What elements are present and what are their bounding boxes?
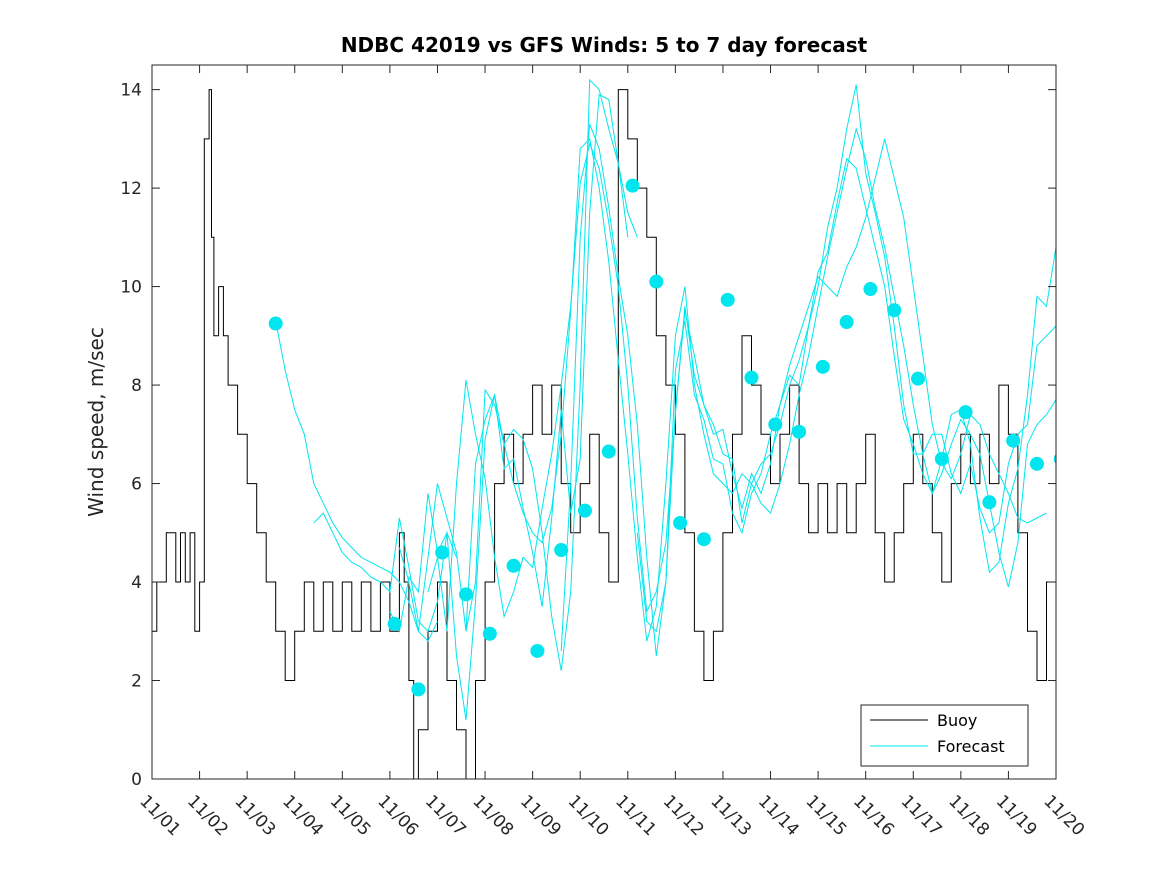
forecast-marker bbox=[696, 532, 711, 547]
plot-frame bbox=[151, 64, 1057, 780]
forecast-markers bbox=[268, 178, 1092, 697]
forecast-marker bbox=[744, 370, 759, 385]
forecast-line bbox=[313, 512, 457, 633]
x-tick-label: 11/11 bbox=[611, 791, 660, 840]
forecast-marker bbox=[482, 626, 497, 641]
buoy-line bbox=[152, 89, 1056, 779]
forecast-marker bbox=[792, 424, 807, 439]
forecast-marker bbox=[435, 545, 450, 560]
x-tick-label: 11/12 bbox=[659, 791, 708, 840]
x-tick-label: 11/19 bbox=[992, 791, 1041, 840]
forecast-marker bbox=[387, 616, 402, 631]
chart-title: NDBC 42019 vs GFS Winds: 5 to 7 day fore… bbox=[341, 33, 868, 57]
x-tick-label: 11/13 bbox=[706, 791, 755, 840]
forecast-marker bbox=[1029, 456, 1044, 471]
forecast-marker bbox=[839, 315, 854, 330]
forecast-marker bbox=[268, 316, 283, 331]
forecast-marker bbox=[1006, 433, 1021, 448]
forecast-line bbox=[398, 78, 638, 671]
x-tick-label: 11/20 bbox=[1039, 791, 1088, 840]
y-tick-label: 4 bbox=[131, 573, 142, 593]
x-tick-label: 11/16 bbox=[849, 791, 898, 840]
forecast-marker bbox=[411, 682, 426, 697]
forecast-line bbox=[465, 127, 1056, 642]
plot-area bbox=[152, 65, 1056, 779]
x-tick-label: 11/06 bbox=[373, 791, 422, 840]
y-tick-label: 0 bbox=[131, 770, 142, 790]
x-tick-label: 11/10 bbox=[564, 791, 613, 840]
y-axis-label: Wind speed, m/sec bbox=[84, 327, 108, 517]
forecast-marker bbox=[1053, 453, 1056, 465]
forecast-marker bbox=[768, 417, 783, 432]
forecast-series bbox=[275, 78, 1056, 720]
y-tick-label: 6 bbox=[131, 475, 142, 495]
x-tick-label: 11/04 bbox=[278, 791, 327, 840]
x-tick-label: 11/01 bbox=[135, 791, 184, 840]
forecast-marker bbox=[863, 282, 878, 297]
forecast-line bbox=[636, 138, 1047, 633]
buoy-series bbox=[152, 89, 1056, 779]
forecast-marker bbox=[506, 558, 521, 573]
legend: Buoy Forecast bbox=[860, 704, 1029, 767]
forecast-marker bbox=[601, 444, 616, 459]
y-tick-label: 14 bbox=[120, 81, 142, 101]
x-tick-label: 11/17 bbox=[897, 791, 946, 840]
y-tick-label: 8 bbox=[131, 376, 142, 396]
x-tick-label: 11/03 bbox=[231, 791, 280, 840]
forecast-line bbox=[275, 321, 438, 642]
legend-buoy-label: Buoy bbox=[937, 711, 977, 730]
x-tick-label: 11/09 bbox=[516, 791, 565, 840]
y-tick-label: 2 bbox=[131, 672, 142, 692]
forecast-marker bbox=[815, 359, 830, 374]
x-tick-label: 11/18 bbox=[944, 791, 993, 840]
forecast-marker bbox=[887, 303, 902, 318]
forecast-marker bbox=[625, 178, 640, 193]
forecast-marker bbox=[1078, 380, 1092, 394]
forecast-line bbox=[560, 84, 1056, 656]
forecast-marker bbox=[649, 274, 664, 289]
y-axis-ticks: 0 2 4 6 8 10 12 14 bbox=[120, 81, 1056, 790]
x-tick-label: 11/08 bbox=[469, 791, 518, 840]
x-tick-label: 11/05 bbox=[326, 791, 375, 840]
x-tick-label: 11/15 bbox=[802, 791, 851, 840]
forecast-marker bbox=[911, 371, 926, 386]
forecast-marker bbox=[577, 503, 592, 518]
forecast-marker bbox=[720, 292, 735, 307]
y-tick-label: 12 bbox=[120, 179, 142, 199]
forecast-marker bbox=[673, 515, 688, 530]
x-tick-label: 11/14 bbox=[754, 791, 803, 840]
legend-forecast-label: Forecast bbox=[937, 737, 1005, 756]
x-tick-label: 11/07 bbox=[421, 791, 470, 840]
forecast-marker bbox=[958, 405, 973, 420]
forecast-marker bbox=[459, 587, 474, 602]
legend-box bbox=[860, 704, 1029, 767]
forecast-marker bbox=[530, 643, 545, 658]
forecast-line bbox=[427, 142, 1056, 632]
y-tick-label: 10 bbox=[120, 278, 142, 298]
x-tick-label: 11/02 bbox=[183, 791, 232, 840]
forecast-marker bbox=[554, 543, 569, 558]
forecast-marker bbox=[934, 451, 949, 466]
forecast-marker bbox=[982, 495, 997, 510]
